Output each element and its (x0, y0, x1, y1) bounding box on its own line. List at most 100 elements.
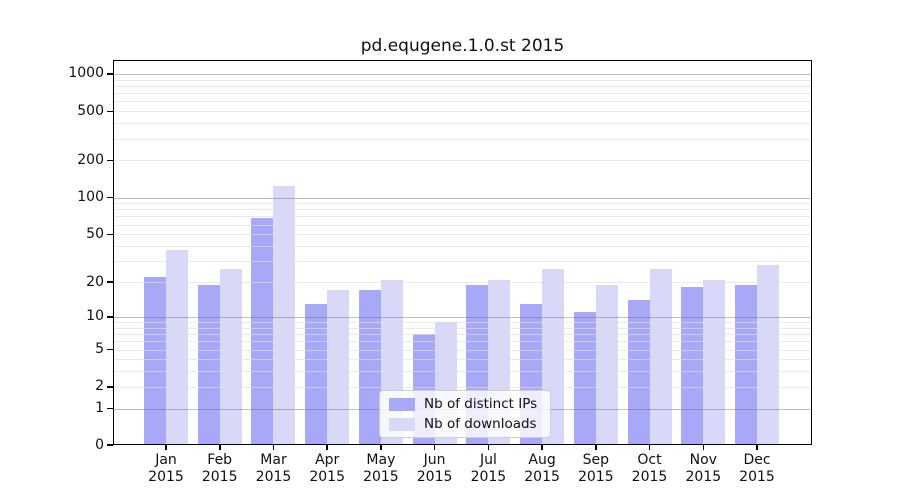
x-tick-year: 2015 (255, 469, 292, 485)
y-tick-label: 50 (86, 225, 104, 242)
x-tick-month: Aug (528, 452, 556, 468)
gridline (113, 246, 812, 247)
y-axis-tick (107, 159, 113, 162)
y-tick-label: 100 (77, 189, 104, 205)
bar-distinct-ips (573, 312, 596, 445)
y-tick-label: 0 (95, 436, 104, 453)
gridline (113, 111, 812, 113)
x-axis-tick (702, 445, 704, 450)
gridline (113, 322, 812, 323)
x-tick-label: Jun 2015 (390, 452, 480, 486)
x-axis-tick (272, 445, 275, 450)
gridline (113, 160, 812, 162)
y-axis-tick (107, 407, 113, 410)
y-axis-tick (107, 281, 113, 283)
gridline (113, 79, 812, 81)
gridline (113, 224, 812, 226)
x-tick-month: Apr (315, 452, 340, 468)
x-tick-label: Oct 2015 (605, 452, 695, 486)
gridline (113, 327, 812, 329)
gridline (113, 93, 812, 95)
y-axis-tick (107, 444, 113, 446)
x-tick-label: Mar 2015 (229, 452, 319, 486)
x-tick-month: Sep (582, 452, 609, 468)
y-axis-tick-labels: 1000 500 200 100 50 20 10 5 2 1 0 (0, 0, 104, 500)
gridline (113, 123, 812, 125)
x-tick-month: Nov (689, 452, 717, 468)
x-axis-tick (165, 445, 167, 450)
x-tick-year: 2015 (577, 469, 614, 485)
bar-distinct-ips (144, 277, 166, 445)
y-axis-tick (107, 348, 113, 351)
x-tick-month: Mar (260, 452, 287, 468)
gridline (113, 197, 812, 199)
tick-layer (107, 60, 812, 450)
gridline (113, 316, 812, 319)
legend-swatch-distinct-ips (389, 397, 415, 411)
gridline (113, 359, 812, 361)
bar-downloads (327, 290, 350, 445)
x-tick-label: May 2015 (336, 452, 426, 486)
x-axis-tick (756, 445, 758, 450)
x-axis-tick (648, 445, 651, 450)
x-tick-year: 2015 (309, 469, 345, 485)
x-tick-month: Feb (207, 452, 233, 468)
bar-downloads (703, 279, 726, 445)
x-tick-label: Jan 2015 (121, 452, 211, 486)
x-tick-year: 2015 (685, 469, 722, 485)
y-tick-label: 1 (95, 400, 104, 417)
legend-label: Nb of downloads (424, 416, 537, 432)
x-axis-tick (326, 445, 328, 450)
x-tick-month: Jul (479, 452, 497, 468)
x-tick-month: Dec (743, 452, 771, 468)
legend-label: Nb of distinct IPs (424, 396, 538, 412)
bar-downloads (166, 250, 188, 445)
bar-downloads (219, 268, 242, 445)
legend-item-downloads: Nb of downloads (389, 416, 541, 432)
bar-downloads (273, 185, 296, 445)
gridline (113, 371, 812, 373)
y-tick-label: 20 (86, 273, 104, 290)
x-axis-tick (595, 445, 597, 450)
bar-downloads (757, 264, 779, 445)
bar-downloads (595, 284, 618, 445)
grid-layer (113, 60, 812, 445)
y-axis-tick (107, 386, 113, 388)
y-axis-tick (107, 196, 113, 199)
x-tick-year: 2015 (201, 469, 238, 485)
y-tick-label: 5 (95, 341, 104, 357)
gridline (113, 203, 812, 205)
legend-swatch-downloads (389, 417, 415, 431)
gridline (113, 216, 812, 218)
legend-item-distinct-ips: Nb of distinct IPs (389, 396, 541, 412)
gridline (113, 334, 812, 335)
gridline (113, 85, 812, 87)
bar-distinct-ips (358, 290, 381, 445)
y-tick-label: 1000 (68, 65, 104, 82)
x-tick-month: Jun (423, 452, 446, 468)
x-tick-label: Aug 2015 (497, 452, 587, 486)
x-tick-label: Jul 2015 (443, 452, 533, 486)
y-axis-tick (107, 110, 113, 112)
x-tick-label: Dec 2015 (712, 452, 802, 486)
x-axis-tick (219, 445, 221, 450)
y-axis-tick (107, 316, 113, 318)
bar-distinct-ips (735, 284, 757, 445)
x-tick-year: 2015 (470, 469, 507, 485)
x-tick-year: 2015 (363, 469, 399, 485)
y-axis-tick (107, 233, 113, 235)
bar-distinct-ips (251, 218, 274, 445)
gridline (113, 386, 812, 388)
x-tick-month: Jan (155, 452, 177, 468)
x-tick-label: Feb 2015 (175, 452, 265, 486)
bar-distinct-ips (197, 284, 220, 445)
x-axis-tick (487, 445, 490, 450)
x-tick-year: 2015 (524, 469, 560, 485)
gridline (113, 101, 812, 103)
x-tick-label: Sep 2015 (551, 452, 641, 486)
x-tick-month: Oct (637, 452, 662, 468)
x-tick-year: 2015 (631, 469, 668, 485)
x-axis-tick (433, 445, 436, 450)
